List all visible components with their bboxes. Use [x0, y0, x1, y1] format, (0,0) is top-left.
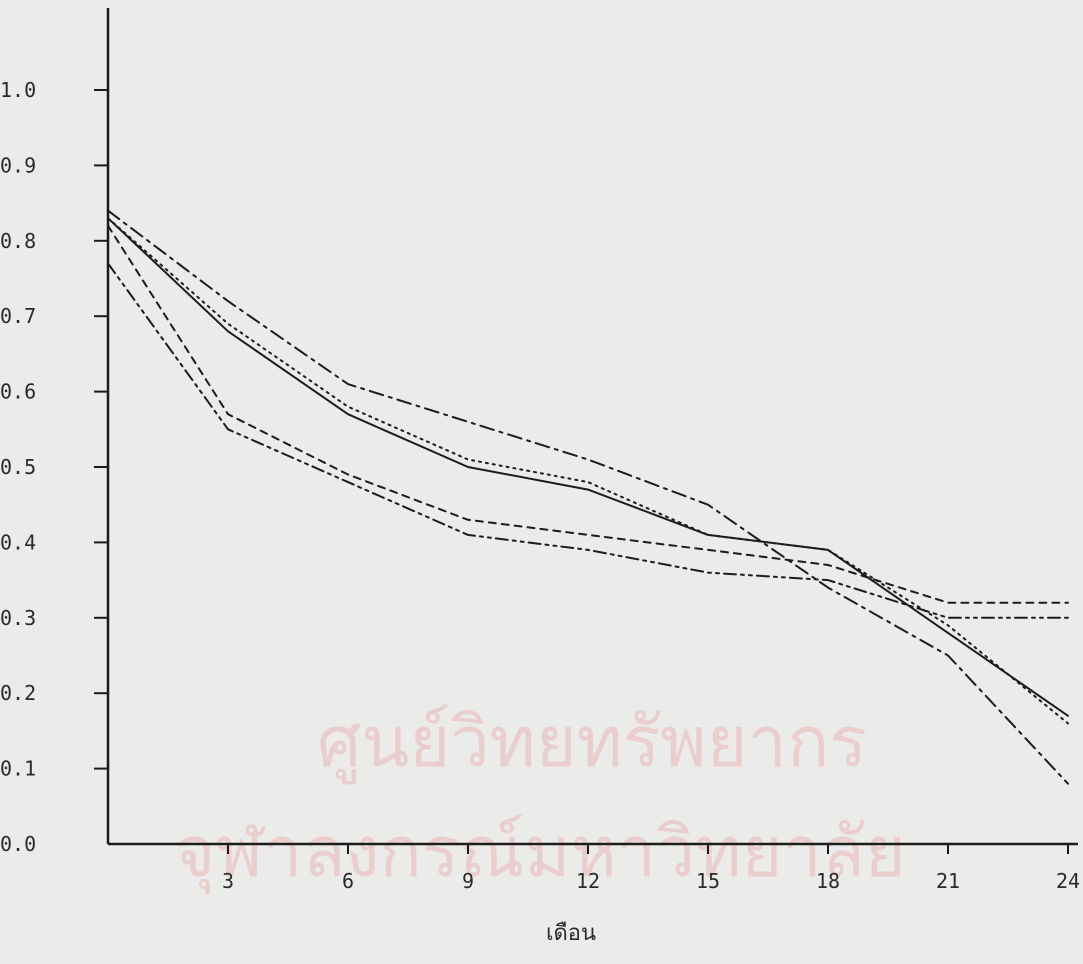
x-tick-label: 21: [936, 869, 960, 893]
y-tick-label: 1.0: [0, 78, 36, 102]
watermark-line-2: จุฬาลงกรณ์มหาวิทยาลัย: [174, 811, 905, 895]
x-tick-label: 6: [342, 869, 354, 893]
series-line-3: [107, 209, 1069, 785]
x-tick-label: 18: [816, 869, 840, 893]
y-tick-label: 0.4: [0, 530, 36, 554]
y-axis-ticks: 0.0 0.1 0.2 0.3 0.4 0.5 0.6 0.7 0.8 0.9 1.0: [0, 78, 108, 856]
y-tick-label: 0.6: [0, 380, 36, 404]
series-line-4: [107, 224, 1069, 604]
y-tick-label: 0.9: [0, 153, 36, 177]
y-tick-label: 0.3: [0, 606, 36, 630]
x-tick-label: 9: [462, 869, 474, 893]
x-axis-ticks: 3 6 9 12 15 18 21 24: [222, 844, 1080, 893]
y-tick-label: 0.2: [0, 681, 36, 705]
series-line-5: [107, 262, 1069, 619]
y-tick-label: 0.0: [0, 832, 36, 856]
watermark-line-1: ศูนย์วิทยทรัพยากร: [317, 701, 867, 785]
y-tick-label: 0.8: [0, 229, 36, 253]
axes: [106, 8, 1078, 846]
series-line-2: [107, 217, 1069, 725]
x-axis-label: เดือน: [546, 921, 596, 946]
watermark: ศูนย์วิทยทรัพยากร จุฬาลงกรณ์มหาวิทยาลัย: [174, 701, 905, 895]
series-line-1: [107, 217, 1069, 717]
x-tick-label: 3: [222, 869, 234, 893]
y-tick-label: 0.1: [0, 757, 36, 781]
x-tick-label: 12: [576, 869, 600, 893]
x-tick-label: 15: [696, 869, 720, 893]
y-tick-label: 0.5: [0, 455, 36, 479]
y-tick-label: 0.7: [0, 304, 36, 328]
series-lines: [107, 209, 1069, 785]
x-tick-label: 24: [1056, 869, 1080, 893]
